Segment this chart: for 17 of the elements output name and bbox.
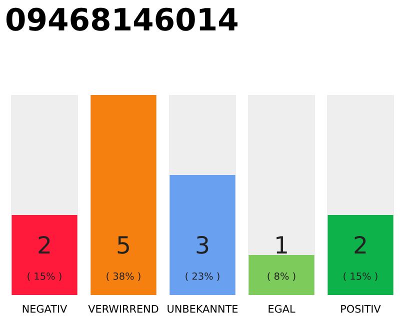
data-label: 1 xyxy=(276,236,287,254)
annotation: ( 38% ) xyxy=(106,272,140,281)
x-tick-label: EGAL xyxy=(268,304,296,313)
data-label: 2 xyxy=(354,236,366,254)
x-tick-label: NEGATIV xyxy=(22,304,68,313)
data-label: 2 xyxy=(38,236,50,254)
annotation: ( 15% ) xyxy=(28,272,62,281)
x-tick-label: UNBEKANNTE xyxy=(168,305,238,313)
data-label: 5 xyxy=(118,236,129,254)
annotation: ( 23% ) xyxy=(186,272,220,281)
data-label: 3 xyxy=(196,236,208,254)
annotation: ( 15% ) xyxy=(344,272,378,281)
annotation: ( 8% ) xyxy=(268,272,296,281)
x-tick-label: POSITIV xyxy=(341,304,381,313)
x-tick-label: VERWIRREND xyxy=(88,305,158,313)
chart-title: 09468146014 xyxy=(6,8,238,31)
bar xyxy=(248,255,314,295)
